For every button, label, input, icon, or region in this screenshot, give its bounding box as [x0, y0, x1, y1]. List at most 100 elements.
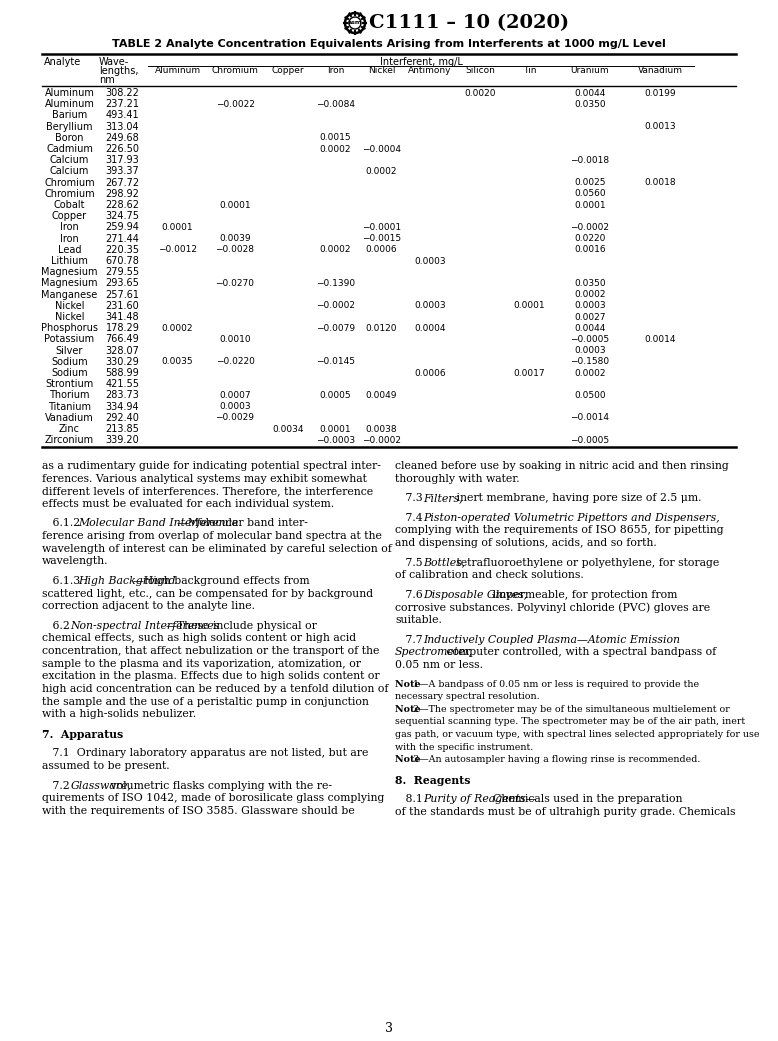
Text: Nickel: Nickel: [54, 312, 84, 322]
Text: Analyte: Analyte: [44, 57, 81, 67]
Text: Zinc: Zinc: [59, 424, 80, 434]
Text: −0.0001: −0.0001: [362, 223, 401, 232]
Text: 0.0560: 0.0560: [574, 189, 606, 199]
Text: Silver: Silver: [56, 346, 83, 356]
Text: Nickel: Nickel: [368, 66, 395, 75]
Text: 0.0034: 0.0034: [272, 425, 303, 434]
Text: Vanadium: Vanadium: [637, 66, 682, 75]
Text: chemical effects, such as high solids content or high acid: chemical effects, such as high solids co…: [42, 633, 356, 643]
Text: Antimony: Antimony: [408, 66, 452, 75]
Text: Sodium: Sodium: [51, 357, 88, 366]
Text: Chromium: Chromium: [212, 66, 258, 75]
Text: Manganese: Manganese: [41, 289, 97, 300]
Text: Molecular Band Interference: Molecular Band Interference: [79, 518, 239, 529]
Text: 3—An autosampler having a flowing rinse is recommended.: 3—An autosampler having a flowing rinse …: [412, 756, 700, 764]
Text: 0.0199: 0.0199: [644, 88, 676, 98]
Text: 0.0220: 0.0220: [574, 234, 606, 244]
Text: −0.0002: −0.0002: [362, 436, 401, 445]
Text: Bottles,: Bottles,: [423, 558, 466, 567]
Text: 0.0003: 0.0003: [574, 347, 606, 355]
Text: Aluminum: Aluminum: [44, 88, 94, 98]
Text: Disposable Gloves,: Disposable Gloves,: [423, 590, 527, 600]
Text: −0.0270: −0.0270: [216, 279, 254, 288]
Text: Calcium: Calcium: [50, 167, 89, 177]
Text: 421.55: 421.55: [106, 379, 139, 389]
Text: −0.0005: −0.0005: [570, 436, 609, 445]
Text: asm: asm: [348, 21, 363, 25]
Text: −0.0014: −0.0014: [570, 413, 609, 423]
Text: 7.1  Ordinary laboratory apparatus are not listed, but are: 7.1 Ordinary laboratory apparatus are no…: [42, 748, 368, 759]
Text: 0.0020: 0.0020: [464, 88, 496, 98]
Text: Magnesium: Magnesium: [41, 268, 98, 277]
Text: −0.0028: −0.0028: [216, 246, 254, 254]
Text: −0.0002: −0.0002: [316, 302, 355, 310]
Text: 6.2: 6.2: [42, 620, 73, 631]
Text: ferences. Various analytical systems may exhibit somewhat: ferences. Various analytical systems may…: [42, 474, 367, 483]
Text: 317.93: 317.93: [106, 155, 139, 166]
Text: 237.21: 237.21: [106, 99, 139, 109]
Text: Inductively Coupled Plasma—Atomic Emission: Inductively Coupled Plasma—Atomic Emissi…: [423, 635, 681, 644]
Text: necessary spectral resolution.: necessary spectral resolution.: [395, 692, 540, 702]
Text: Non-spectral Interferences: Non-spectral Interferences: [70, 620, 219, 631]
Text: 0.0003: 0.0003: [414, 302, 446, 310]
Text: 220.35: 220.35: [106, 245, 139, 255]
Text: −0.0004: −0.0004: [362, 145, 401, 154]
Text: 0.0120: 0.0120: [366, 324, 398, 333]
Text: scattered light, etc., can be compensated for by background: scattered light, etc., can be compensate…: [42, 588, 373, 599]
Text: −0.0022: −0.0022: [216, 100, 254, 109]
Text: 0.0006: 0.0006: [414, 369, 446, 378]
Text: gas path, or vacuum type, with spectral lines selected appropriately for use: gas path, or vacuum type, with spectral …: [395, 730, 759, 739]
Text: 7.2: 7.2: [42, 781, 73, 790]
Text: 267.72: 267.72: [106, 178, 139, 187]
Text: Cadmium: Cadmium: [46, 144, 93, 154]
Text: 226.50: 226.50: [106, 144, 139, 154]
Text: and dispensing of solutions, acids, and so forth.: and dispensing of solutions, acids, and …: [395, 538, 657, 548]
Text: 257.61: 257.61: [106, 289, 139, 300]
Text: Note: Note: [395, 705, 424, 714]
Text: −0.0079: −0.0079: [316, 324, 355, 333]
Text: 7.3: 7.3: [395, 493, 426, 503]
Text: 0.0001: 0.0001: [574, 201, 606, 209]
Text: 588.99: 588.99: [106, 369, 139, 378]
Text: different levels of interferences. Therefore, the interference: different levels of interferences. There…: [42, 486, 373, 497]
Text: TABLE 2 Analyte Concentration Equivalents Arising from Interferents at 1000 mg/L: TABLE 2 Analyte Concentration Equivalent…: [112, 39, 666, 49]
Text: inert membrane, having pore size of 2.5 μm.: inert membrane, having pore size of 2.5 …: [453, 493, 701, 503]
Text: Iron: Iron: [60, 223, 79, 232]
Text: 2—The spectrometer may be of the simultaneous multielement or: 2—The spectrometer may be of the simulta…: [412, 705, 730, 714]
Text: sample to the plasma and its vaporization, atomization, or: sample to the plasma and its vaporizatio…: [42, 659, 361, 668]
Text: 0.0004: 0.0004: [414, 324, 446, 333]
Text: 231.60: 231.60: [106, 301, 139, 311]
Text: 228.62: 228.62: [106, 200, 139, 210]
Text: 293.65: 293.65: [106, 279, 139, 288]
Text: 0.0044: 0.0044: [574, 88, 606, 98]
Text: quirements of ISO 1042, made of borosilicate glass complying: quirements of ISO 1042, made of borosili…: [42, 793, 384, 804]
Text: 7.5: 7.5: [395, 558, 426, 567]
Text: computer controlled, with a spectral bandpass of: computer controlled, with a spectral ban…: [443, 648, 716, 657]
Text: 313.04: 313.04: [106, 122, 139, 132]
Text: Lead: Lead: [58, 245, 81, 255]
Text: −0.1390: −0.1390: [316, 279, 355, 288]
Text: 324.75: 324.75: [106, 211, 139, 222]
Text: 308.22: 308.22: [106, 88, 139, 98]
Text: 0.0039: 0.0039: [219, 234, 251, 244]
Text: 0.0015: 0.0015: [320, 133, 352, 143]
Text: 0.0018: 0.0018: [644, 178, 676, 187]
Text: 0.0005: 0.0005: [320, 391, 352, 400]
Text: 0.0002: 0.0002: [320, 246, 351, 254]
Text: 6.1.2: 6.1.2: [42, 518, 84, 529]
Text: 334.94: 334.94: [106, 402, 139, 411]
Text: 0.0044: 0.0044: [574, 324, 606, 333]
Text: 279.55: 279.55: [106, 268, 139, 277]
Text: −0.0029: −0.0029: [216, 413, 254, 423]
Text: Potassium: Potassium: [44, 334, 95, 345]
Text: 249.68: 249.68: [106, 133, 139, 143]
Text: with the requirements of ISO 3585. Glassware should be: with the requirements of ISO 3585. Glass…: [42, 806, 355, 816]
Text: Magnesium: Magnesium: [41, 279, 98, 288]
Text: Calcium: Calcium: [50, 155, 89, 166]
Text: cleaned before use by soaking in nitric acid and then rinsing: cleaned before use by soaking in nitric …: [395, 461, 729, 471]
Text: 328.07: 328.07: [106, 346, 139, 356]
Text: 0.0350: 0.0350: [574, 100, 606, 109]
Text: 0.0350: 0.0350: [574, 279, 606, 288]
Text: 8.  Reagents: 8. Reagents: [395, 775, 471, 786]
Text: Aluminum: Aluminum: [44, 99, 94, 109]
